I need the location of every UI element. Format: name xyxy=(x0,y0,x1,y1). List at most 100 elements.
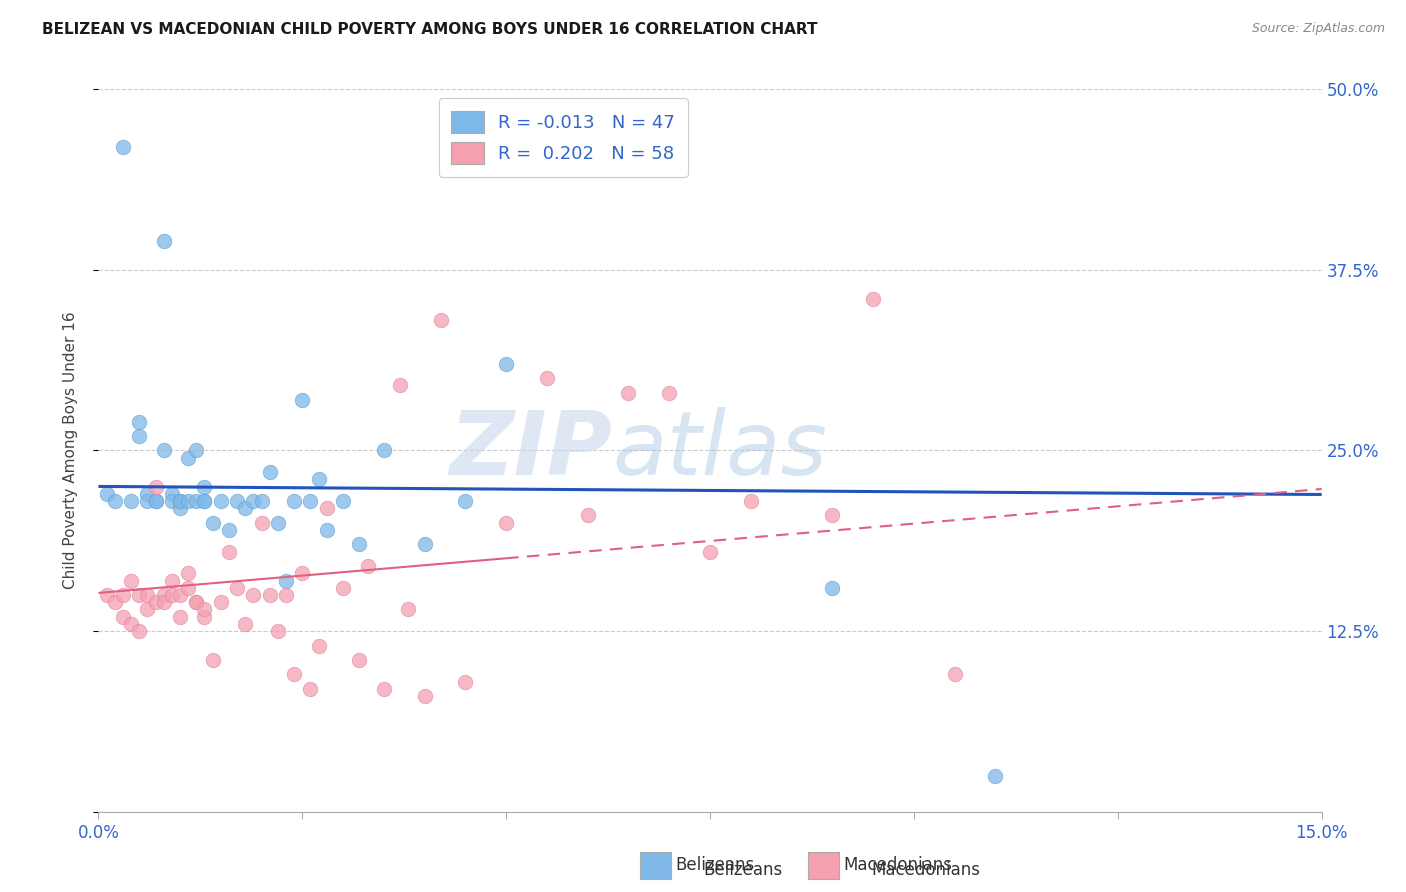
Point xyxy=(120,494,142,508)
Point xyxy=(267,624,290,639)
Point xyxy=(283,494,305,508)
Point xyxy=(242,494,264,508)
Point xyxy=(373,443,395,458)
Text: ZIP: ZIP xyxy=(450,407,612,494)
Point xyxy=(145,479,167,493)
Point xyxy=(274,574,297,588)
Point xyxy=(291,392,314,407)
Point xyxy=(209,595,232,609)
Point xyxy=(169,588,191,602)
Point xyxy=(145,494,167,508)
Text: BELIZEAN VS MACEDONIAN CHILD POVERTY AMONG BOYS UNDER 16 CORRELATION CHART: BELIZEAN VS MACEDONIAN CHILD POVERTY AMO… xyxy=(42,22,818,37)
Point xyxy=(396,602,419,616)
Point xyxy=(136,602,159,616)
Point xyxy=(186,494,208,508)
Point xyxy=(177,450,200,465)
Point xyxy=(821,581,844,595)
Point xyxy=(128,429,150,443)
Point xyxy=(430,313,453,327)
Point xyxy=(267,516,290,530)
Point xyxy=(332,581,354,595)
Point xyxy=(283,667,305,681)
Point xyxy=(186,443,208,458)
Point xyxy=(193,494,215,508)
Point xyxy=(152,588,174,602)
Point xyxy=(821,508,844,523)
Point xyxy=(315,501,337,516)
Point xyxy=(315,523,337,537)
Point xyxy=(145,595,167,609)
Point xyxy=(242,588,264,602)
Point xyxy=(495,516,517,530)
Point xyxy=(160,574,183,588)
Point xyxy=(120,574,142,588)
Point xyxy=(576,508,599,523)
Point xyxy=(128,588,150,602)
Point xyxy=(862,292,884,306)
Point xyxy=(740,494,762,508)
Point xyxy=(308,639,330,653)
Point xyxy=(152,595,174,609)
Point xyxy=(136,487,159,501)
Point xyxy=(299,681,322,696)
Point xyxy=(299,494,322,508)
Point xyxy=(152,443,174,458)
Bar xyxy=(808,852,839,879)
Point xyxy=(152,234,174,248)
Point xyxy=(128,624,150,639)
Point xyxy=(413,537,436,551)
Point xyxy=(250,494,273,508)
Point xyxy=(169,494,191,508)
Point xyxy=(111,140,134,154)
Point xyxy=(96,487,118,501)
Text: Belizeans: Belizeans xyxy=(675,856,754,874)
Point xyxy=(226,581,249,595)
Point xyxy=(389,378,412,392)
Point xyxy=(193,602,215,616)
Point xyxy=(454,674,477,689)
Point xyxy=(233,616,256,631)
Point xyxy=(111,588,134,602)
Point xyxy=(984,768,1007,783)
Text: Macedonians: Macedonians xyxy=(844,856,953,874)
Point xyxy=(177,566,200,581)
Point xyxy=(104,494,127,508)
Point xyxy=(308,472,330,486)
Point xyxy=(233,501,256,516)
Point xyxy=(120,616,142,631)
Point xyxy=(658,385,681,400)
Point xyxy=(259,465,281,479)
Point xyxy=(96,588,118,602)
Point xyxy=(332,494,354,508)
Point xyxy=(145,494,167,508)
Point xyxy=(495,357,517,371)
Bar xyxy=(640,852,671,879)
Point xyxy=(373,681,395,696)
Point xyxy=(136,588,159,602)
Text: Macedonians: Macedonians xyxy=(872,861,981,879)
Point xyxy=(186,595,208,609)
Point xyxy=(349,653,371,667)
Point xyxy=(250,516,273,530)
Point xyxy=(218,544,240,558)
Point xyxy=(169,609,191,624)
Text: Source: ZipAtlas.com: Source: ZipAtlas.com xyxy=(1251,22,1385,36)
Point xyxy=(454,494,477,508)
Point xyxy=(128,415,150,429)
Point xyxy=(226,494,249,508)
Point xyxy=(193,479,215,493)
Point xyxy=(177,581,200,595)
Point xyxy=(111,609,134,624)
Point xyxy=(201,653,224,667)
Point xyxy=(943,667,966,681)
Point xyxy=(349,537,371,551)
Point xyxy=(209,494,232,508)
Point xyxy=(699,544,721,558)
Point xyxy=(160,588,183,602)
Point xyxy=(177,494,200,508)
Point xyxy=(104,595,127,609)
Point xyxy=(160,487,183,501)
Point xyxy=(136,494,159,508)
Text: atlas: atlas xyxy=(612,408,827,493)
Point xyxy=(218,523,240,537)
